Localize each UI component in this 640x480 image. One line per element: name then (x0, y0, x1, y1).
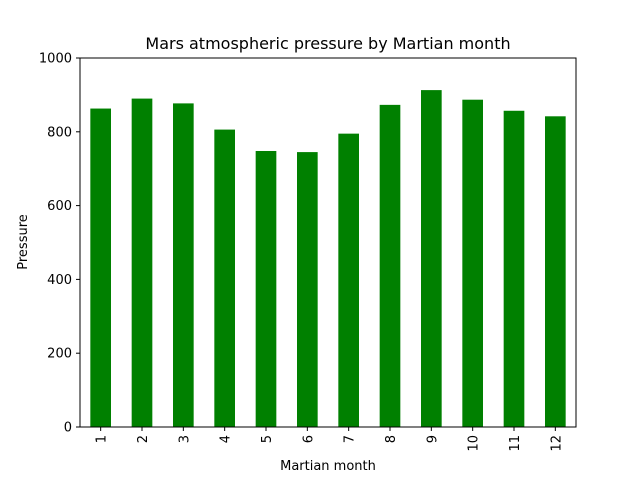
bar-month-10 (462, 99, 483, 428)
bar-month-1 (90, 108, 111, 427)
x-tick-label: 1 (95, 435, 110, 443)
y-tick-label: 400 (47, 273, 72, 288)
y-axis-label: Pressure (16, 214, 31, 270)
bar-month-7 (338, 133, 359, 427)
bar-month-5 (255, 150, 277, 427)
chart-title: Mars atmospheric pressure by Martian mon… (145, 34, 510, 53)
bar-month-8 (379, 104, 401, 427)
bar-month-2 (131, 98, 153, 427)
y-tick-label: 1000 (39, 52, 72, 67)
y-tick-label: 600 (47, 199, 72, 214)
x-tick-label: 7 (343, 435, 358, 443)
x-tick-label: 10 (467, 435, 482, 452)
x-tick-label: 8 (384, 435, 399, 443)
bar-month-6 (297, 152, 318, 427)
bar-month-12 (545, 116, 566, 427)
x-tick-label: 9 (425, 435, 440, 443)
bar-month-11 (503, 110, 525, 427)
bar-month-4 (214, 129, 235, 427)
x-tick-label: 6 (301, 435, 316, 443)
x-tick-label: 12 (549, 435, 564, 452)
y-tick-label: 200 (47, 347, 72, 362)
bar-month-9 (421, 90, 442, 427)
x-tick-label: 3 (177, 435, 192, 443)
x-tick-label: 4 (219, 435, 234, 443)
x-tick-label: 5 (260, 435, 275, 443)
x-axis-label: Martian month (280, 459, 376, 474)
y-tick-label: 800 (47, 125, 72, 140)
x-tick-label: 2 (136, 435, 151, 443)
y-tick-label: 0 (64, 421, 72, 436)
bar-month-3 (173, 103, 194, 428)
x-tick-label: 11 (508, 435, 523, 452)
plot-frame (79, 57, 577, 428)
